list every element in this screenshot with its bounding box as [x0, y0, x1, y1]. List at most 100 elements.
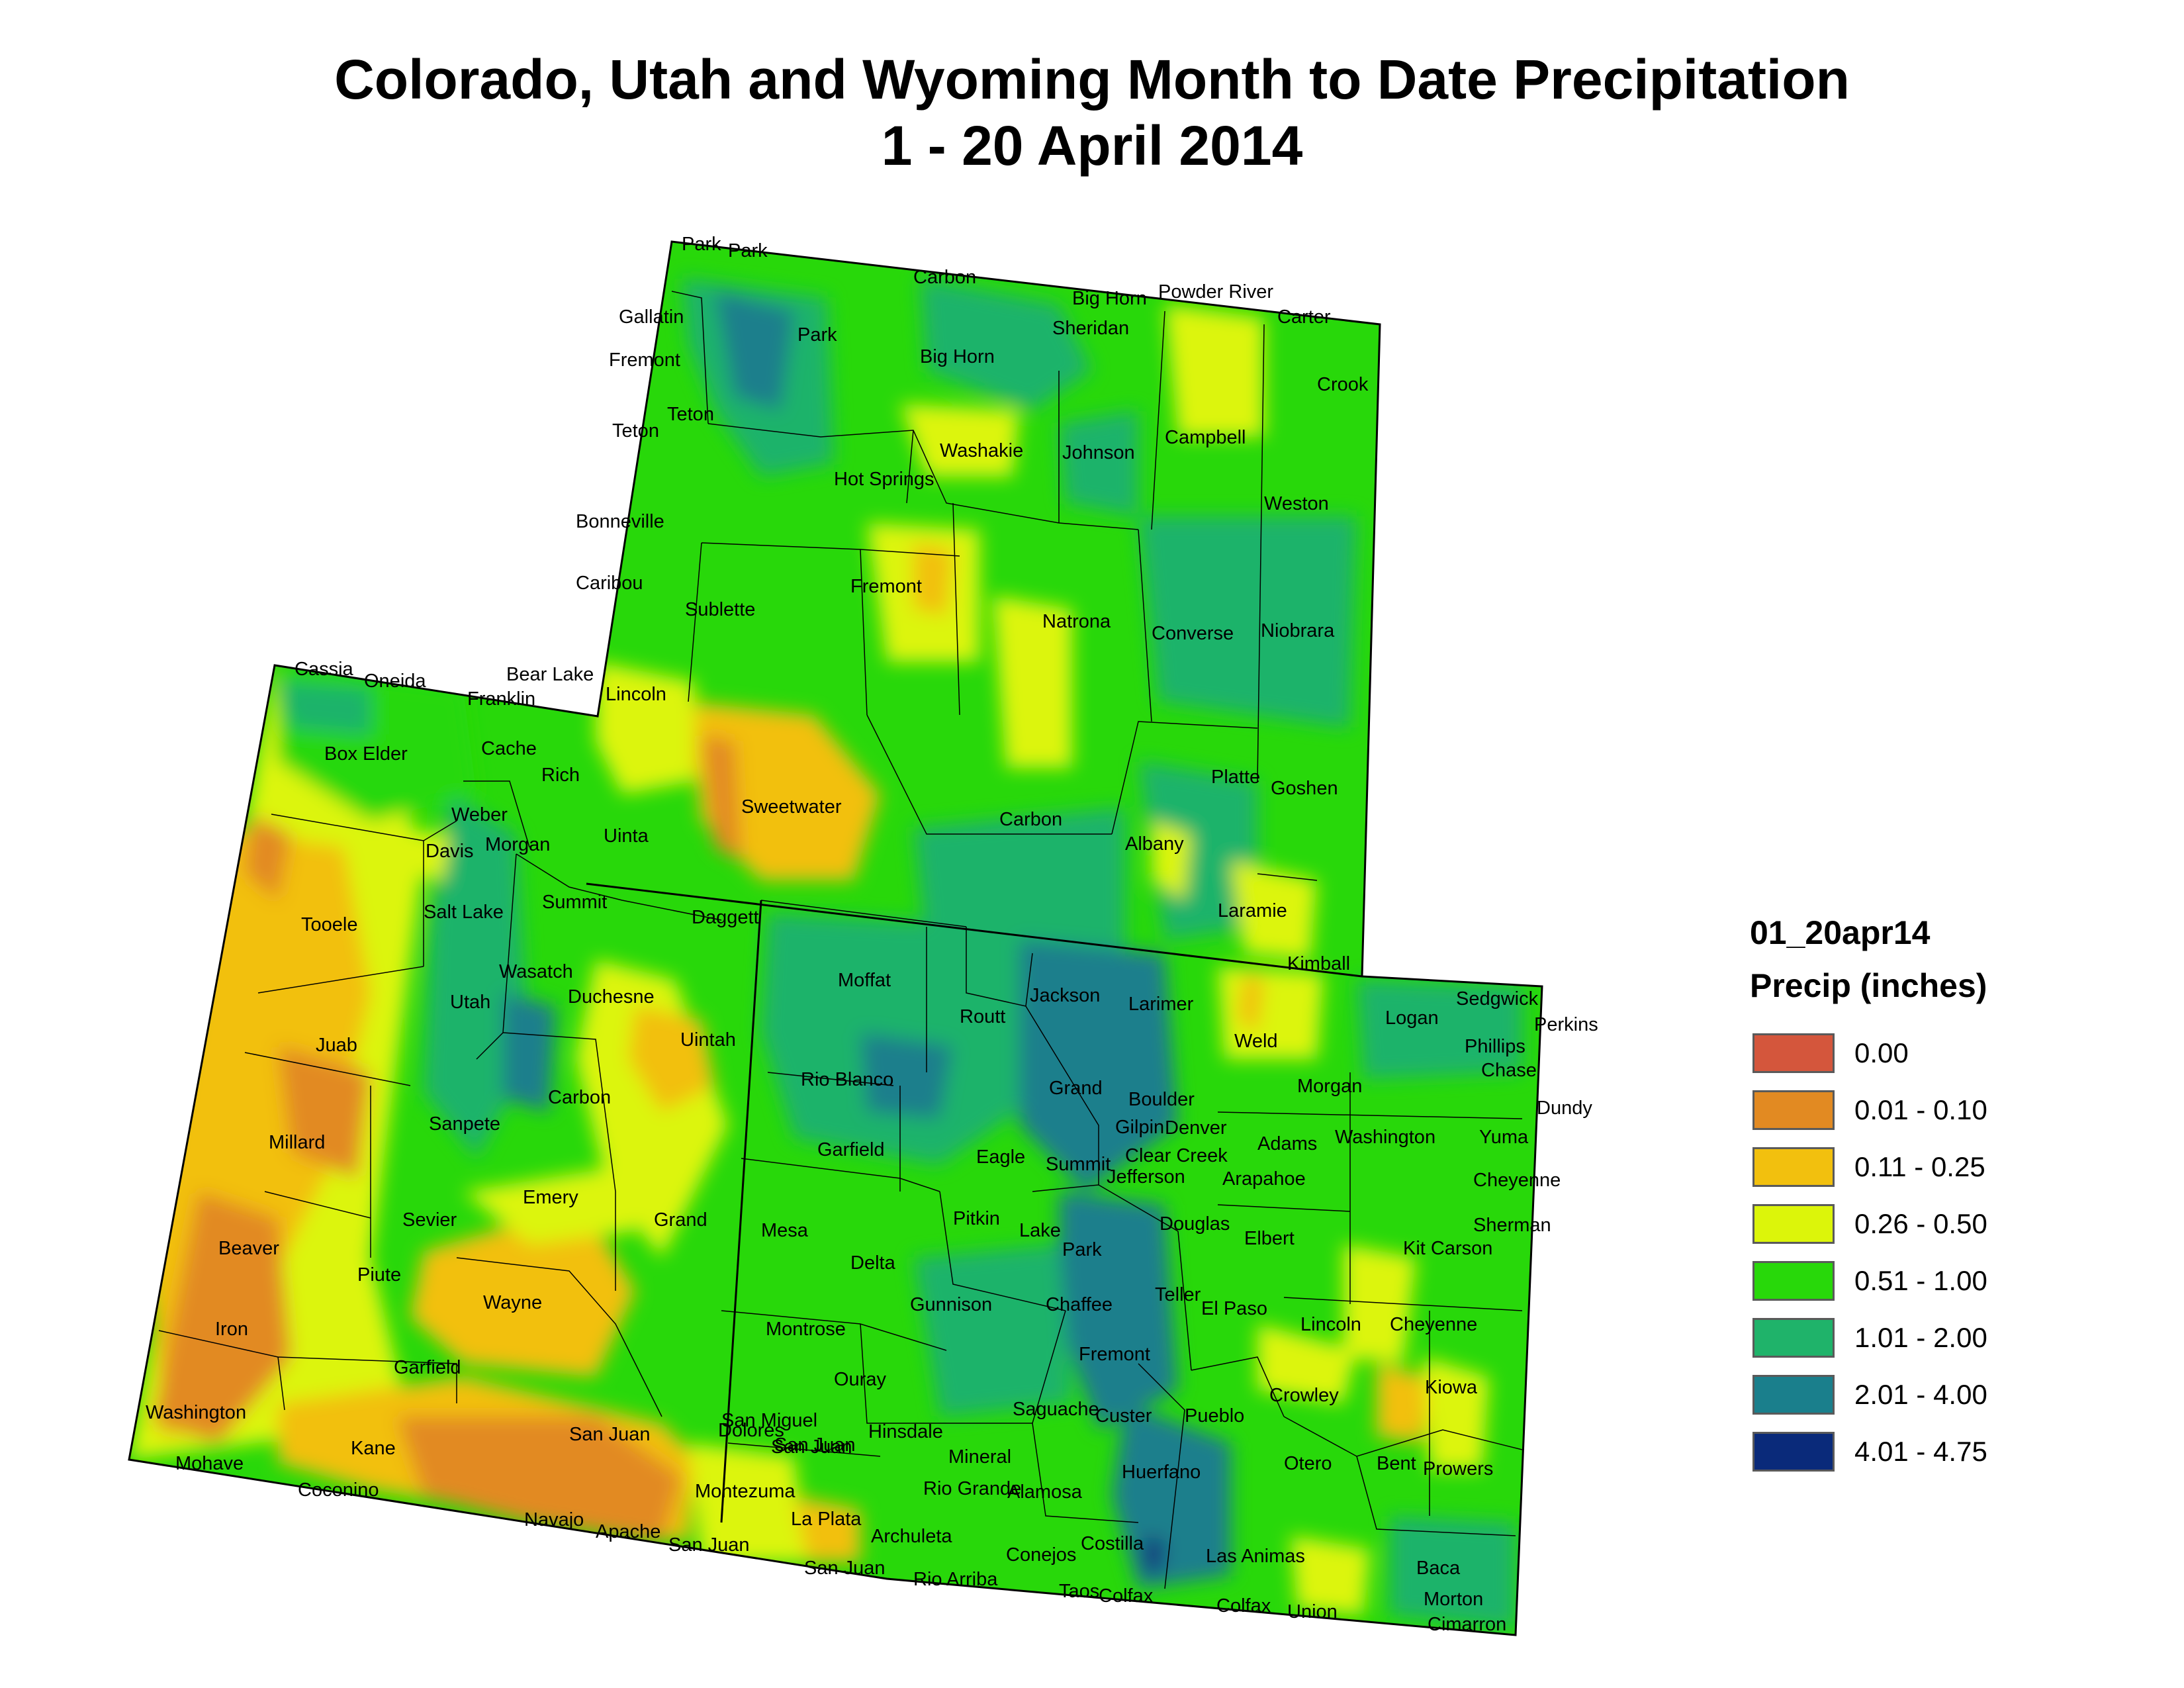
- county-label: Delta: [850, 1252, 896, 1274]
- county-label: Campbell: [1165, 427, 1246, 448]
- county-label: Duchesne: [568, 986, 655, 1008]
- county-label: Iron: [215, 1319, 248, 1340]
- legend-swatch: [1752, 1318, 1835, 1358]
- county-label: Fremont: [850, 576, 922, 597]
- county-label: El Paso: [1201, 1298, 1267, 1319]
- county-label: Bonneville: [576, 511, 664, 532]
- county-label: Perkins: [1534, 1014, 1598, 1035]
- county-label: Crowley: [1269, 1385, 1339, 1406]
- county-label: Yuma: [1479, 1127, 1529, 1148]
- legend-item: 0.11 - 0.25: [1747, 1139, 2144, 1196]
- county-label: Park: [728, 240, 768, 261]
- county-label: Alamosa: [1007, 1481, 1083, 1503]
- county-label: Niobrara: [1261, 620, 1335, 641]
- county-label: Baca: [1416, 1558, 1461, 1579]
- county-label: Phillips: [1465, 1036, 1525, 1057]
- county-label: Wasatch: [499, 961, 573, 982]
- county-label: Sweetwater: [741, 796, 842, 818]
- county-label: Jackson: [1030, 985, 1100, 1006]
- county-label: Caribou: [576, 573, 643, 594]
- county-label: Emery: [523, 1187, 578, 1208]
- county-label: San Juan: [569, 1424, 651, 1445]
- county-label: Laramie: [1218, 900, 1287, 921]
- county-label: Piute: [357, 1264, 401, 1286]
- county-label: Big Horn: [1072, 288, 1147, 309]
- county-label: Fremont: [1079, 1344, 1150, 1365]
- county-label: Gallatin: [619, 306, 684, 328]
- legend-label: 0.01 - 0.10: [1854, 1094, 1987, 1125]
- county-label: Natrona: [1042, 611, 1111, 632]
- county-label: Chase: [1481, 1060, 1537, 1081]
- county-label: Saguache: [1013, 1399, 1099, 1420]
- county-label: Chaffee: [1046, 1294, 1113, 1315]
- county-label: Uinta: [604, 825, 649, 847]
- legend-item: 1.01 - 2.00: [1747, 1309, 2144, 1366]
- legend-label: 0.11 - 0.25: [1854, 1151, 1985, 1182]
- county-label: Utah: [450, 992, 490, 1013]
- county-label: Jefferson: [1107, 1166, 1185, 1188]
- county-label: Clear Creek: [1125, 1145, 1228, 1166]
- county-label: Dundy: [1537, 1098, 1592, 1119]
- county-label: Sublette: [685, 599, 755, 620]
- county-label: Rio Blanco: [801, 1069, 893, 1090]
- county-label: Big Horn: [920, 346, 995, 367]
- county-label: San Juan: [804, 1558, 886, 1579]
- county-label: San Juan: [668, 1534, 750, 1556]
- legend-swatch: [1752, 1204, 1835, 1244]
- legend-item: 0.51 - 1.00: [1747, 1252, 2144, 1309]
- county-label: Kiowa: [1425, 1377, 1478, 1398]
- legend-swatch: [1752, 1375, 1835, 1415]
- county-label: Salt Lake: [424, 902, 504, 923]
- county-label: Carter: [1277, 306, 1331, 328]
- county-label: Denver: [1165, 1117, 1227, 1139]
- legend-label: 1.01 - 2.00: [1854, 1322, 1987, 1353]
- county-label: Custer: [1095, 1405, 1152, 1427]
- county-label: Weld: [1234, 1031, 1278, 1052]
- county-label: Sheridan: [1052, 318, 1129, 339]
- county-label: Grand: [654, 1209, 707, 1231]
- county-label: Montrose: [766, 1319, 846, 1340]
- county-label: Lincoln: [1300, 1314, 1361, 1335]
- county-label: Bear Lake: [506, 664, 594, 685]
- legend-label: 0.00: [1854, 1037, 1909, 1068]
- county-label: Carbon: [913, 267, 976, 288]
- legend-label: 0.51 - 1.00: [1854, 1265, 1987, 1296]
- legend-swatch: [1752, 1147, 1835, 1187]
- county-label: Pitkin: [953, 1208, 1000, 1229]
- legend-item: 4.01 - 4.75: [1747, 1423, 2144, 1480]
- county-label: Pueblo: [1185, 1405, 1244, 1427]
- county-label: Mohave: [175, 1453, 244, 1474]
- map-legend: 01_20apr14 Precip (inches) 0.00 0.01 - 0…: [1747, 914, 2144, 1480]
- state-boundaries: [128, 240, 1543, 1636]
- county-label: Cassia: [295, 659, 354, 680]
- legend-classes: 0.00 0.01 - 0.10 0.11 - 0.25 0.26 - 0.50…: [1747, 1025, 2144, 1480]
- county-label: Bent: [1377, 1453, 1416, 1474]
- county-label: Washington: [1335, 1127, 1435, 1148]
- county-label: Franklin: [467, 688, 535, 710]
- county-label: Gilpin: [1115, 1117, 1164, 1138]
- legend-swatch: [1752, 1090, 1835, 1130]
- county-label: Washakie: [940, 440, 1023, 461]
- county-label: Conejos: [1006, 1544, 1076, 1566]
- county-label: Logan: [1385, 1008, 1439, 1029]
- county-label: Juab: [316, 1035, 357, 1056]
- county-label: Powder River: [1158, 281, 1273, 303]
- county-label: Park: [682, 234, 721, 255]
- county-label: Cache: [481, 738, 537, 759]
- county-label: Kimball: [1287, 953, 1350, 974]
- county-label: Carbon: [999, 809, 1062, 830]
- county-label: Colfax: [1099, 1585, 1154, 1607]
- county-label: Washington: [146, 1402, 246, 1423]
- title-line-1: Colorado, Utah and Wyoming Month to Date…: [334, 48, 1850, 111]
- county-label: Albany: [1125, 833, 1184, 855]
- county-label: Teton: [667, 404, 714, 425]
- county-label: San Miguel: [721, 1410, 817, 1431]
- county-label: Mineral: [948, 1446, 1011, 1468]
- legend-item: 0.01 - 0.10: [1747, 1082, 2144, 1139]
- legend-swatch: [1752, 1432, 1835, 1472]
- county-label: Rio Grande: [923, 1478, 1021, 1499]
- county-label: Cheyenne: [1473, 1170, 1561, 1191]
- county-label: Mesa: [761, 1220, 809, 1241]
- county-label: Hinsdale: [868, 1421, 943, 1442]
